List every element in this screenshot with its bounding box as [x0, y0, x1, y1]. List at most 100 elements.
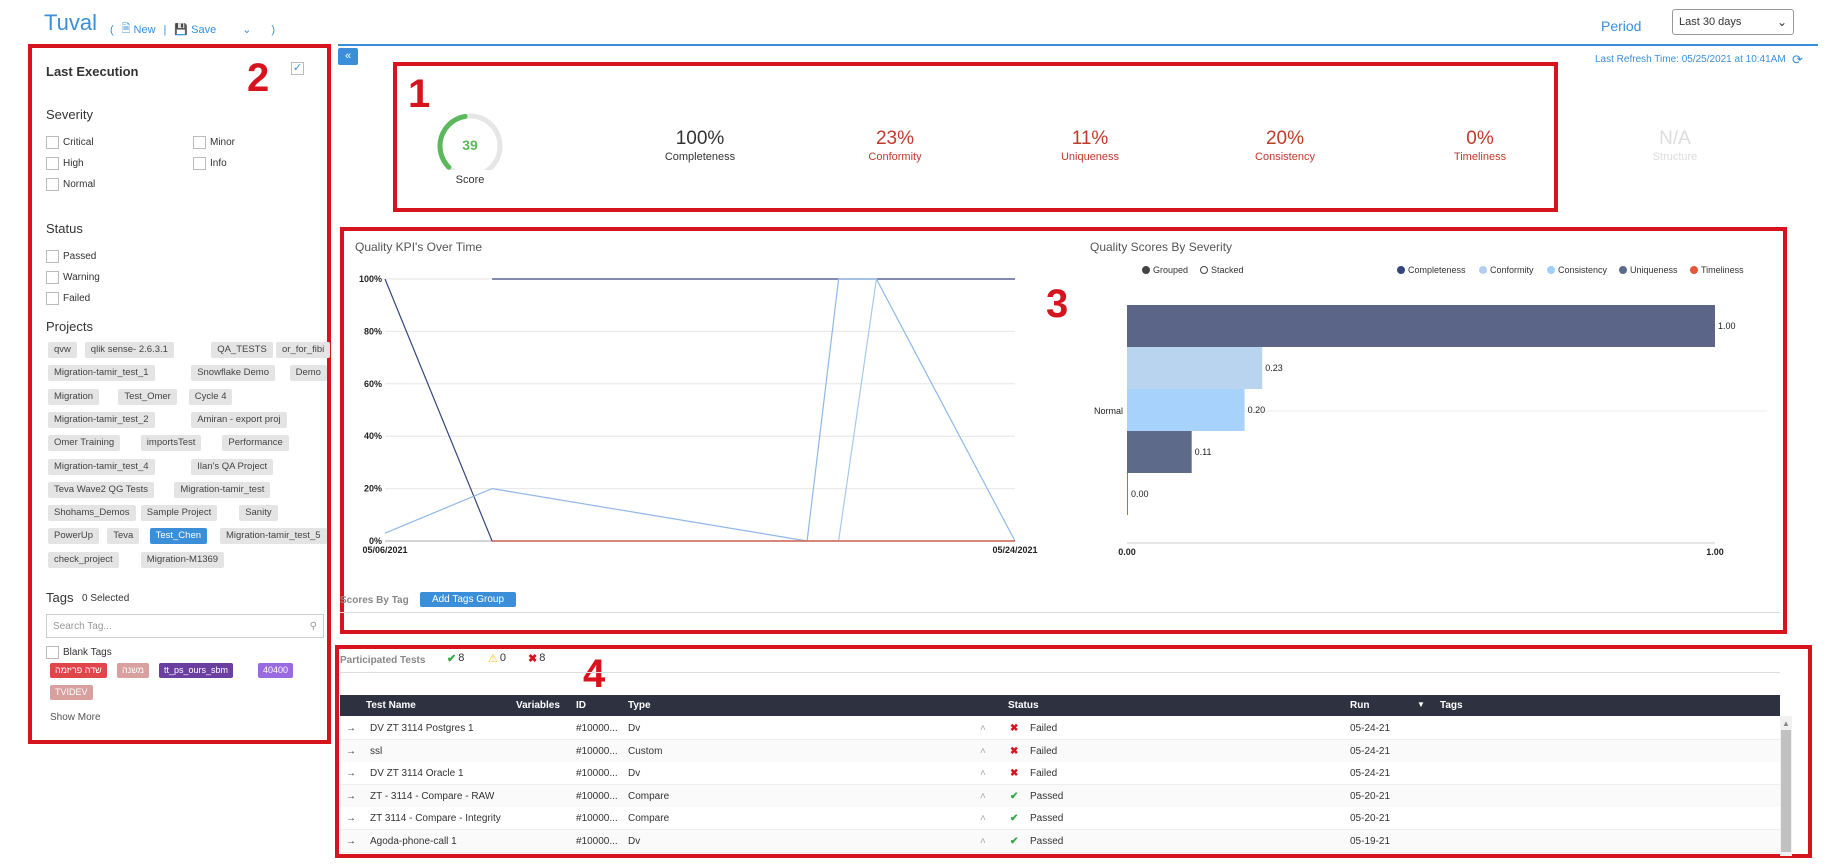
open-test-icon[interactable]: → — [346, 745, 356, 757]
col-tags[interactable]: Tags — [1440, 700, 1463, 711]
kpi-uniqueness[interactable]: 11% Uniqueness — [1020, 128, 1160, 163]
tag-chip[interactable]: TVIDEV — [50, 685, 93, 700]
mode-grouped[interactable]: Grouped — [1142, 265, 1188, 275]
project-chip[interactable]: Sample Project — [140, 505, 218, 522]
col-type[interactable]: Type — [628, 700, 651, 711]
project-chip[interactable]: Cycle 4 — [188, 388, 233, 405]
series-line[interactable] — [838, 278, 877, 542]
project-chip[interactable]: Migration-tamir_test — [174, 481, 271, 498]
project-chip[interactable]: or_for_fibi — [276, 342, 331, 358]
tag-chip[interactable]: 40400 — [258, 663, 294, 678]
project-chip[interactable]: Migration-tamir_test_5 — [220, 528, 327, 545]
series-line[interactable] — [384, 278, 1016, 542]
open-test-icon[interactable]: → — [346, 723, 356, 734]
project-chip[interactable]: Shohams_Demos — [48, 505, 136, 522]
legend-conformity[interactable]: Conformity — [1479, 265, 1534, 275]
col-variables[interactable]: Variables — [516, 700, 560, 711]
severity-checkbox-critical[interactable] — [46, 136, 59, 149]
kpi-completeness[interactable]: 100% Completeness — [630, 128, 770, 163]
col-status[interactable]: Status — [1008, 700, 1039, 711]
chevron-up-icon[interactable]: ˄ — [980, 768, 986, 780]
tag-chip[interactable]: tt_ps_ours_sbm — [159, 663, 234, 678]
project-chip[interactable]: Migration-tamir_test_2 — [48, 411, 155, 428]
kpi-consistency[interactable]: 20% Consistency — [1215, 128, 1355, 163]
legend-consistency[interactable]: Consistency — [1547, 265, 1607, 275]
status-checkbox-failed[interactable] — [46, 292, 59, 305]
kpi-structure[interactable]: N/A Structure — [1605, 128, 1745, 163]
project-chip[interactable]: PowerUp — [48, 528, 100, 545]
open-test-icon[interactable]: → — [346, 790, 356, 802]
project-chip[interactable]: Migration — [48, 388, 100, 405]
project-chip[interactable]: QA_TESTS — [211, 342, 273, 358]
add-tags-group-button[interactable]: Add Tags Group — [420, 592, 516, 607]
project-chip[interactable]: Teva Wave2 QG Tests — [48, 481, 154, 498]
open-test-icon[interactable]: → — [346, 813, 356, 825]
severity-checkbox-normal[interactable] — [46, 178, 59, 191]
project-chip[interactable]: qlik sense- 2.6.3.1 — [84, 342, 174, 358]
project-chip[interactable]: Migration-tamir_test_1 — [48, 365, 155, 382]
tag-chip[interactable]: שדה פריזמה — [50, 663, 107, 678]
project-chip[interactable]: check_project — [48, 551, 119, 568]
project-chip[interactable]: Demo — [289, 365, 327, 382]
project-chip[interactable]: importsTest — [140, 435, 202, 452]
series-line[interactable] — [384, 278, 1015, 542]
table-row[interactable]: → ZT 3114 - Compare - Integrity #10000... C… — [340, 807, 1780, 831]
project-chip[interactable]: Test_Chen — [149, 528, 208, 545]
bar[interactable] — [1127, 389, 1245, 431]
refresh-icon[interactable]: ⟳ — [1792, 52, 1803, 67]
severity-checkbox-info[interactable] — [193, 157, 206, 170]
scroll-up-icon[interactable]: ▲ — [1782, 719, 1790, 728]
col-test-name[interactable]: Test Name — [366, 700, 416, 711]
project-chip[interactable]: Test_Omer — [118, 388, 177, 405]
collapse-sidebar-button[interactable]: « — [338, 48, 358, 65]
project-chip[interactable]: Omer Training — [48, 435, 121, 452]
kpi-conformity[interactable]: 23% Conformity — [825, 128, 965, 163]
tag-search-input[interactable]: Search Tag... ⚲ — [46, 614, 324, 638]
chevron-up-icon[interactable]: ˄ — [980, 745, 986, 757]
bar[interactable] — [1127, 347, 1263, 389]
chevron-up-icon[interactable]: ˄ — [980, 790, 986, 802]
blank-tags-checkbox[interactable] — [46, 646, 59, 659]
project-chip[interactable]: qvw — [48, 342, 77, 358]
kpi-timeliness[interactable]: 0% Timeliness — [1410, 128, 1550, 163]
chevron-up-icon[interactable]: ˄ — [980, 813, 986, 825]
project-chip[interactable]: Performance — [222, 435, 289, 452]
project-chip[interactable]: Sanity — [239, 505, 278, 522]
status-checkbox-passed[interactable] — [46, 250, 59, 263]
col-run[interactable]: Run — [1350, 700, 1370, 711]
project-chip[interactable]: Snowflake Demo — [191, 365, 275, 382]
open-test-icon[interactable]: → — [346, 768, 356, 780]
save-button[interactable]: 💾 Save — [174, 23, 216, 37]
sort-desc-icon[interactable]: ▼ — [1417, 700, 1425, 709]
chevron-up-icon[interactable]: ˄ — [980, 836, 986, 847]
table-row[interactable]: → DV ZT 3114 Oracle 1 #10000... Dv ˄ ✖ Failed 0… — [340, 762, 1780, 786]
chevron-up-icon[interactable]: ˄ — [980, 723, 986, 734]
table-row[interactable]: → DV ZT 3114 Postgres 1 #10000... Dv ˄ ✖ Faile… — [340, 717, 1780, 740]
bar[interactable] — [1127, 431, 1192, 473]
project-chip[interactable]: Ilan's QA Project — [191, 458, 274, 475]
severity-checkbox-high[interactable] — [46, 157, 59, 170]
tag-chip[interactable]: משנה — [117, 663, 149, 678]
project-chip[interactable]: Migration-M1369 — [140, 551, 225, 568]
table-row[interactable]: → ZT - 3114 - Compare - RAW #10000... Compa… — [340, 784, 1780, 808]
period-select[interactable]: Last 30 days ⌄ — [1672, 9, 1794, 35]
table-row[interactable]: → Agoda-phone-call 1 #10000... Dv ˄ ✔ Passed 05… — [340, 830, 1780, 853]
legend-timeliness[interactable]: Timeliness — [1690, 265, 1744, 275]
col-id[interactable]: ID — [576, 700, 586, 711]
last-execution-checkbox[interactable]: ✓ — [291, 62, 304, 75]
project-chip[interactable]: Teva — [107, 528, 140, 545]
legend-completeness[interactable]: Completeness — [1397, 265, 1466, 275]
bar[interactable] — [1127, 473, 1128, 515]
severity-checkbox-minor[interactable] — [193, 136, 206, 149]
table-row[interactable]: → ssl #10000... Custom ˄ ✖ Failed 05-24-21 — [340, 739, 1780, 763]
legend-uniqueness[interactable]: Uniqueness — [1619, 265, 1678, 275]
table-scrollbar-thumb[interactable] — [1781, 730, 1791, 852]
mode-stacked[interactable]: Stacked — [1200, 265, 1244, 275]
open-test-icon[interactable]: → — [346, 836, 356, 847]
status-checkbox-warning[interactable] — [46, 271, 59, 284]
bar[interactable] — [1127, 305, 1715, 347]
project-chip[interactable]: Amiran - export proj — [191, 411, 287, 428]
show-more-link[interactable]: Show More — [50, 712, 101, 723]
new-button[interactable]: 🗎 New — [122, 20, 156, 39]
save-dropdown[interactable]: ⌄ — [242, 23, 251, 36]
